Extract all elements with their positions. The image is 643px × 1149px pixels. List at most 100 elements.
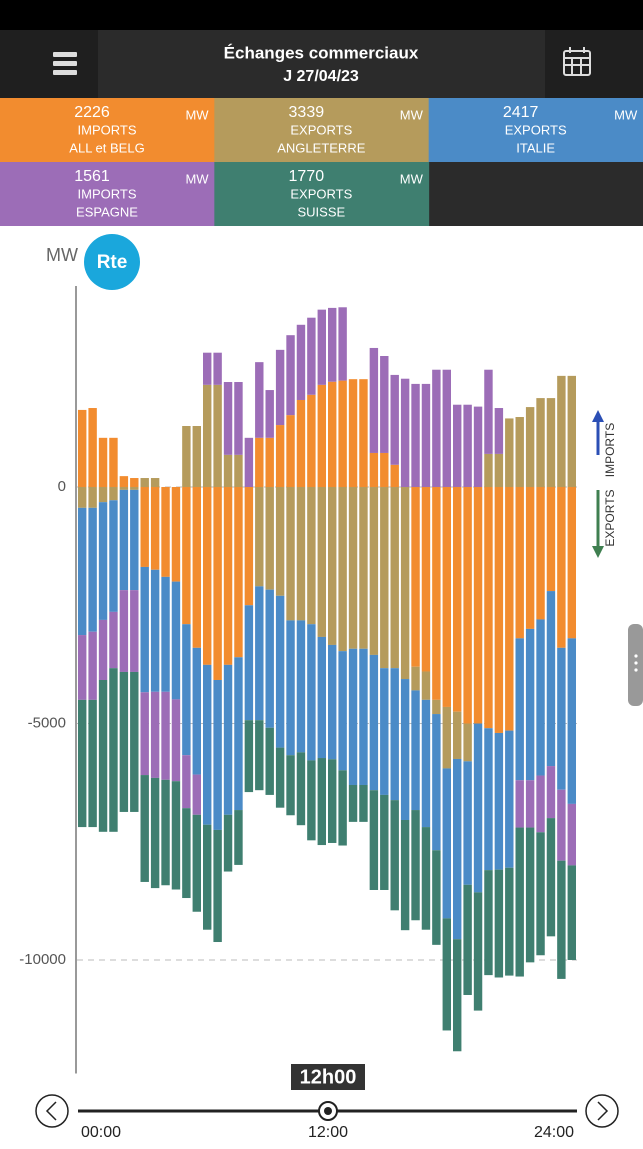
prev-icon xyxy=(45,1101,57,1121)
bar-segment xyxy=(244,437,254,488)
bar-segment xyxy=(328,307,337,382)
bar-segment xyxy=(213,384,222,488)
bar-segment xyxy=(494,869,504,978)
bar-segment xyxy=(411,810,420,921)
menu-button[interactable] xyxy=(0,30,98,98)
bar-segment xyxy=(546,591,556,767)
bar-segment xyxy=(130,478,139,488)
bar-segment xyxy=(411,690,420,811)
bar-segment xyxy=(328,759,337,843)
bar-segment xyxy=(515,827,524,977)
bar-segment xyxy=(171,581,181,700)
bar-segment xyxy=(182,426,191,488)
bar-segment xyxy=(525,487,535,629)
bar-segment xyxy=(463,404,472,488)
bar-segment xyxy=(453,487,462,712)
calendar-icon xyxy=(563,47,591,76)
next-button[interactable] xyxy=(585,1094,619,1128)
bar-segment xyxy=(484,870,493,976)
timeline-knob-dot xyxy=(324,1107,332,1115)
bar-segment xyxy=(171,487,181,582)
bar-segment xyxy=(192,774,201,815)
bar-segment xyxy=(119,476,129,488)
header xyxy=(0,30,643,98)
bar-segment xyxy=(307,394,316,488)
bar-segment xyxy=(432,487,441,700)
prev-button[interactable] xyxy=(35,1094,69,1128)
bar-segment xyxy=(328,487,337,645)
y-tick-label: -5000 xyxy=(28,714,66,731)
bar-segment xyxy=(130,671,139,812)
bar-segment xyxy=(484,453,493,488)
bar-segment xyxy=(223,814,233,872)
bar-segment xyxy=(432,369,441,488)
tile-country: ALL et BELG xyxy=(69,140,144,155)
bar-segment xyxy=(348,784,358,822)
bar-segment xyxy=(525,407,535,488)
y-axis-label: MW xyxy=(46,245,78,265)
bar-segment xyxy=(463,761,472,885)
bar-segment xyxy=(213,679,222,830)
bar-segment xyxy=(286,415,295,488)
side-handle[interactable] xyxy=(628,624,643,706)
bar-segment xyxy=(119,487,129,490)
bar-segment xyxy=(567,865,576,960)
bar-segment xyxy=(442,918,451,1031)
bar-segment xyxy=(473,892,483,1011)
date: J 27/04/23 xyxy=(283,68,359,85)
bar-segment xyxy=(182,487,191,625)
bar-segment xyxy=(265,727,274,795)
bar-segment xyxy=(348,648,358,785)
bar-segment xyxy=(338,307,347,381)
bar-segment xyxy=(567,803,576,866)
bar-segment xyxy=(317,384,326,488)
bar-segment xyxy=(182,755,191,809)
bar-segment xyxy=(119,489,129,591)
bar-segment xyxy=(390,487,399,669)
tile-value: 1561 xyxy=(74,168,110,185)
bar-segment xyxy=(536,619,545,776)
y-tick-label: -10000 xyxy=(19,951,66,968)
bar-segment xyxy=(203,352,212,385)
bar-segment xyxy=(78,507,87,636)
bar-segment xyxy=(505,730,514,868)
exports-arrowhead xyxy=(592,546,604,558)
bar-segment xyxy=(296,324,306,400)
bar-segment xyxy=(328,644,337,760)
bar-segment xyxy=(265,487,274,590)
bar-segment xyxy=(182,624,191,756)
bar-segment xyxy=(98,487,108,503)
bar-segment xyxy=(317,636,326,759)
bar-segment xyxy=(161,487,170,577)
bar-segment xyxy=(307,760,316,841)
bar-segment xyxy=(203,487,212,665)
bar-segment xyxy=(286,487,295,621)
bar-segment xyxy=(411,487,420,667)
bar-segment xyxy=(369,790,379,890)
bar-segment xyxy=(525,780,535,828)
imports-label: IMPORTS xyxy=(603,423,617,477)
empty-tile xyxy=(429,162,643,226)
bar-segment xyxy=(453,711,462,759)
next-icon xyxy=(597,1101,609,1121)
bar-segment xyxy=(275,425,285,488)
bar-segment xyxy=(515,487,524,639)
bar-segment xyxy=(369,452,379,488)
bar-segment xyxy=(432,699,441,715)
bar-segment xyxy=(234,382,243,455)
bar-segment xyxy=(473,487,483,724)
tile-unit: MW xyxy=(614,107,638,122)
calendar-button[interactable] xyxy=(545,30,643,98)
bar-segment xyxy=(88,699,97,828)
bar-segment xyxy=(161,779,170,886)
bar-segment xyxy=(536,487,545,620)
tile-value: 3339 xyxy=(289,104,325,121)
bar-segment xyxy=(411,383,420,488)
bar-segment xyxy=(546,818,556,937)
bar-segment xyxy=(307,624,316,761)
tile-country: ANGLETERRE xyxy=(277,140,365,155)
bar-segment xyxy=(484,487,493,729)
tile-country: SUISSE xyxy=(297,204,345,219)
bar-segment xyxy=(296,399,306,488)
bar-segment xyxy=(525,827,535,963)
